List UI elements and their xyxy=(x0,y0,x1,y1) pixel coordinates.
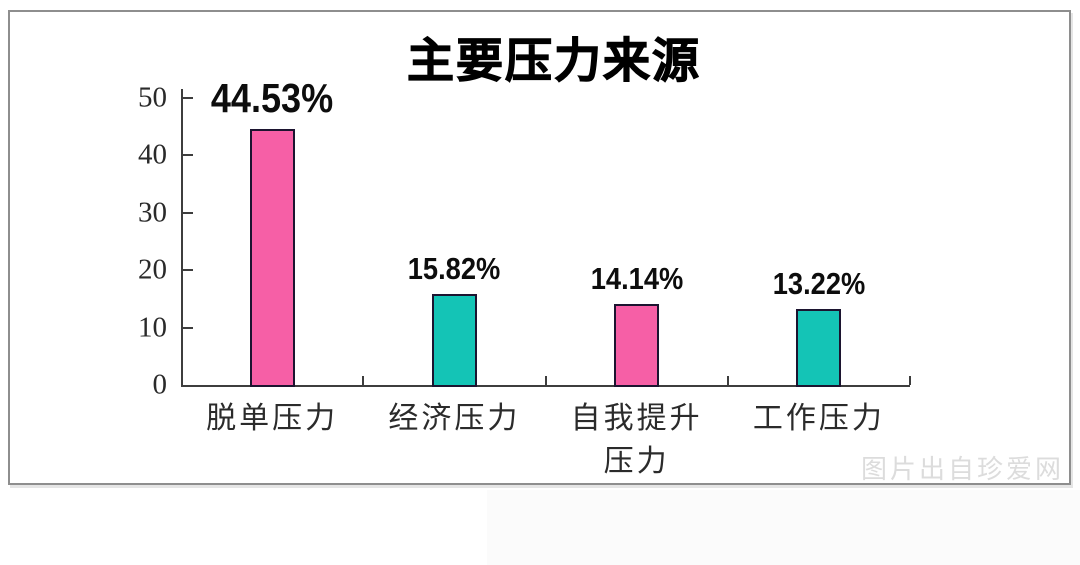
x-tick-mark xyxy=(362,376,365,385)
y-tick-mark xyxy=(183,269,193,272)
x-tick-mark xyxy=(726,376,729,385)
x-axis-line xyxy=(181,385,910,387)
bar xyxy=(431,294,477,387)
bar-value-label: 14.14% xyxy=(590,260,683,296)
y-tick-label: 0 xyxy=(152,368,168,401)
y-axis-line xyxy=(181,89,183,387)
watermark-text: 图片出自珍爱网 xyxy=(860,454,1064,484)
chart-frame-border xyxy=(8,10,1071,485)
bar-value-label: 15.82% xyxy=(408,251,501,287)
y-tick-label: 40 xyxy=(138,138,167,171)
background-band xyxy=(487,490,1080,565)
x-tick-mark xyxy=(909,376,911,385)
bar xyxy=(614,303,660,387)
x-category-label: 工作压力 xyxy=(752,402,885,435)
y-tick-mark xyxy=(183,326,193,329)
y-tick-label: 50 xyxy=(138,81,167,114)
y-tick-mark xyxy=(183,211,193,214)
y-tick-mark xyxy=(183,154,193,157)
bar-value-label: 44.53% xyxy=(210,75,334,122)
x-category-label: 自我提升 压力 xyxy=(570,402,703,478)
bar xyxy=(249,129,295,387)
y-tick-label: 10 xyxy=(138,311,167,344)
y-tick-mark xyxy=(183,97,193,99)
y-tick-label: 30 xyxy=(138,196,167,229)
bar xyxy=(796,309,842,387)
chart-title: 主要压力来源 xyxy=(407,34,701,88)
y-tick-label: 20 xyxy=(138,253,167,286)
x-tick-mark xyxy=(544,376,547,385)
x-category-label: 脱单压力 xyxy=(206,402,339,435)
bar-value-label: 13.22% xyxy=(772,266,866,302)
x-category-label: 经济压力 xyxy=(388,402,521,435)
